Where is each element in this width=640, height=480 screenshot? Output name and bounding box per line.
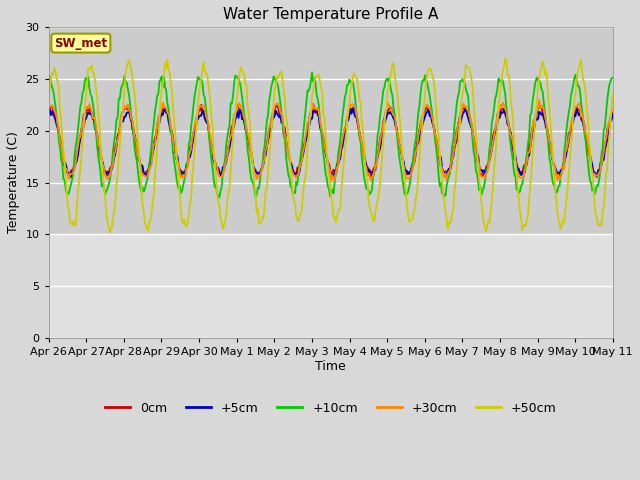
Line: +10cm: +10cm: [49, 72, 612, 198]
Line: 0cm: 0cm: [49, 104, 612, 178]
+10cm: [308, 70, 316, 75]
+30cm: [381, 108, 389, 114]
0cm: [351, 113, 359, 119]
+10cm: [352, 107, 360, 113]
+30cm: [316, 117, 324, 122]
0cm: [45, 107, 52, 112]
+50cm: [381, 110, 389, 116]
+30cm: [45, 104, 52, 109]
+5cm: [317, 128, 325, 134]
X-axis label: Time: Time: [316, 360, 346, 372]
Text: SW_met: SW_met: [54, 36, 108, 49]
+5cm: [598, 162, 605, 168]
+5cm: [45, 111, 52, 117]
+5cm: [314, 109, 321, 115]
+30cm: [536, 97, 543, 103]
Legend: 0cm, +5cm, +10cm, +30cm, +50cm: 0cm, +5cm, +10cm, +30cm, +50cm: [100, 397, 562, 420]
+10cm: [609, 75, 616, 81]
+30cm: [313, 107, 321, 112]
Title: Water Temperature Profile A: Water Temperature Profile A: [223, 7, 438, 22]
+50cm: [106, 229, 113, 235]
+50cm: [351, 72, 359, 78]
+10cm: [216, 195, 223, 201]
Line: +30cm: +30cm: [49, 100, 612, 181]
0cm: [609, 110, 616, 116]
Y-axis label: Temperature (C): Temperature (C): [7, 132, 20, 233]
0cm: [309, 101, 317, 107]
+50cm: [502, 56, 509, 61]
+5cm: [67, 174, 75, 180]
0cm: [314, 112, 321, 118]
+5cm: [351, 113, 359, 119]
+50cm: [598, 222, 605, 228]
+10cm: [598, 151, 605, 157]
+50cm: [509, 121, 517, 127]
+10cm: [45, 72, 52, 78]
+30cm: [598, 162, 605, 168]
Bar: [49, 234, 612, 338]
+5cm: [381, 117, 389, 123]
+30cm: [508, 136, 516, 142]
+30cm: [351, 103, 359, 108]
0cm: [598, 157, 605, 163]
+10cm: [315, 102, 323, 108]
+50cm: [314, 72, 321, 78]
Line: +50cm: +50cm: [49, 59, 612, 232]
+50cm: [317, 84, 325, 90]
+10cm: [318, 139, 326, 145]
+30cm: [609, 107, 616, 112]
Line: +5cm: +5cm: [49, 108, 612, 177]
+10cm: [383, 76, 390, 82]
+50cm: [609, 92, 616, 98]
+5cm: [609, 111, 616, 117]
+10cm: [509, 163, 517, 169]
0cm: [509, 150, 517, 156]
0cm: [383, 107, 390, 113]
0cm: [317, 125, 325, 131]
+5cm: [462, 105, 470, 111]
+50cm: [45, 96, 52, 101]
+5cm: [509, 145, 517, 151]
+30cm: [328, 178, 335, 184]
0cm: [367, 175, 374, 181]
